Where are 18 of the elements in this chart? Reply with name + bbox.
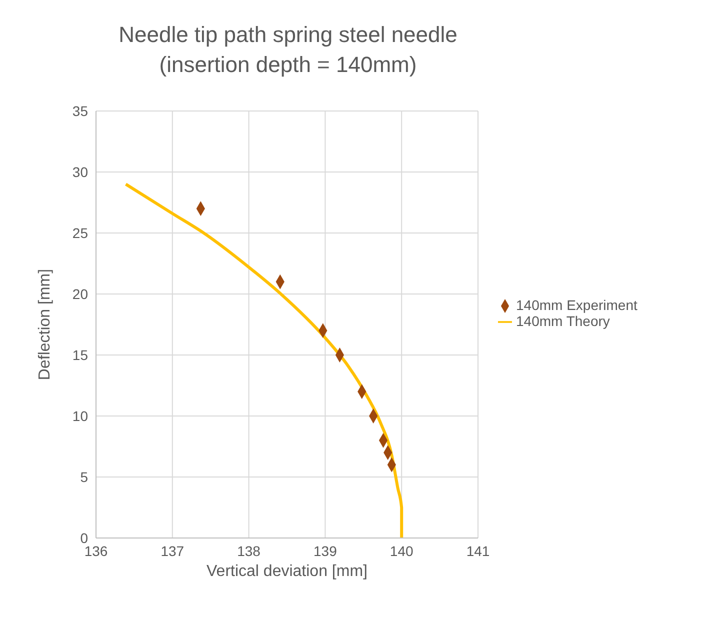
x-tick-label: 137 <box>160 542 184 559</box>
y-tick-label: 35 <box>72 102 88 119</box>
y-tick-label: 25 <box>72 224 88 241</box>
chart-title: Needle tip path spring steel needle (insertion depth = 140mm) <box>118 21 458 79</box>
y-tick-label: 10 <box>72 408 88 424</box>
y-tick-label: 20 <box>72 286 88 302</box>
y-tick-label: 15 <box>72 346 88 363</box>
x-tick-label: 139 <box>314 542 338 559</box>
legend-label: 140mm Theory <box>516 313 610 329</box>
legend-label: 140mm Experiment <box>516 296 638 313</box>
x-tick-label: 140 <box>390 542 414 559</box>
x-axis-title: Vertical deviation [mm] <box>206 563 368 580</box>
x-tick-label: 141 <box>466 542 490 559</box>
line-series <box>124 182 404 538</box>
y-tick-label: 5 <box>80 468 88 485</box>
x-tick-label: 138 <box>237 542 261 559</box>
y-axis-title: Deflection [mm] <box>36 268 54 380</box>
y-tick-label: 30 <box>72 164 88 180</box>
